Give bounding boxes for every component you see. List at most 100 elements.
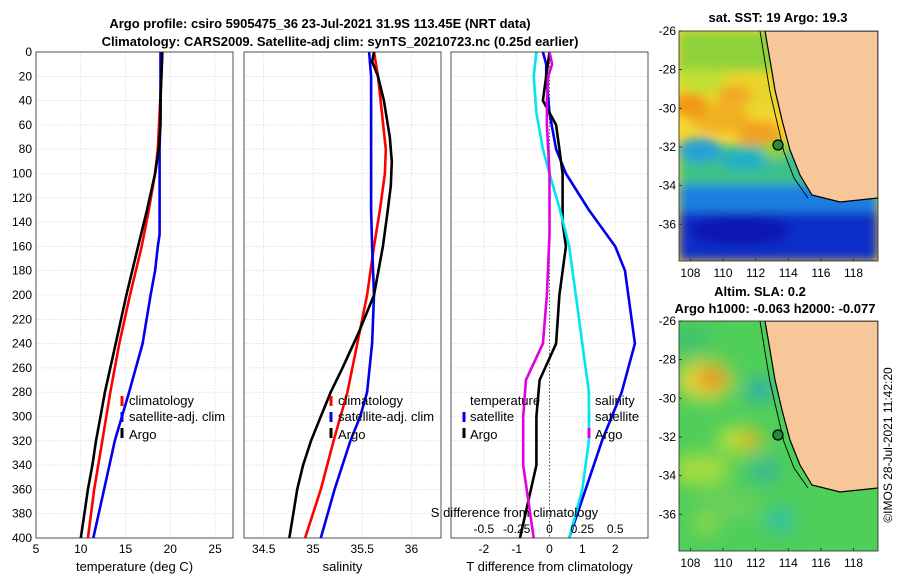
legend-satellite-label: satellite-adj. clim <box>129 409 225 424</box>
x-tick-label: 34.5 <box>252 542 276 556</box>
y-tick-label: 40 <box>19 94 33 108</box>
map-x-tick-label: 114 <box>779 556 798 570</box>
map-y-tick-label: -34 <box>659 469 677 483</box>
x-tick-label: 25 <box>208 542 222 556</box>
map-x-tick-label: 110 <box>713 556 732 570</box>
legend-salinity-heading: salinity <box>595 393 635 408</box>
salinity-legend: climatology satellite-adj. clim Argo <box>329 393 434 442</box>
watermark: ©IMOS 28-Jul-2021 11:42:20 <box>881 367 895 523</box>
map-y-tick-label: -36 <box>659 217 677 231</box>
salinity-panel: 34.5 35 35.5 36 salinity <box>243 51 442 574</box>
legend-s-argo-label: Argo <box>595 427 622 442</box>
legend-climatology-label: climatology <box>338 393 404 408</box>
x-tick-label: 35 <box>306 542 320 556</box>
top-tick-label: -0.25 <box>503 522 531 536</box>
map-x-tick-label: 114 <box>779 266 798 280</box>
series-line-t-argo <box>518 51 568 539</box>
legend-satellite-label: satellite-adj. clim <box>338 409 434 424</box>
y-tick-label: 100 <box>12 167 32 181</box>
difference-panel: -2 -1 0 1 2 T difference from climatology S di… <box>431 51 649 574</box>
y-tick-label: 140 <box>12 215 32 229</box>
map-x-tick-label: 110 <box>713 266 732 280</box>
x-tick-label: 15 <box>119 542 133 556</box>
map-y-tick-label: -36 <box>659 507 677 521</box>
sla-map-axes: 108 110 112 114 116 118 -26 -28 -30 -32 -34 -36 <box>659 314 864 570</box>
y-tick-label: 120 <box>12 191 32 205</box>
legend-argo-label: Argo <box>338 427 365 442</box>
y-tick-label: 280 <box>12 385 32 399</box>
series-line-s-argo <box>521 51 554 539</box>
top-axis-label: S difference from climatology <box>431 505 599 520</box>
temperature-legend: climatology satellite-adj. clim Argo <box>120 393 225 442</box>
x-tick-label: -1 <box>511 542 522 556</box>
legend-s-satellite-label: satellite <box>595 409 639 424</box>
y-tick-label: 80 <box>19 142 33 156</box>
map-y-tick-label: -26 <box>659 24 677 38</box>
map-y-tick-label: -32 <box>659 430 677 444</box>
argo-float-marker <box>772 139 784 151</box>
legend-temperature-heading: temperature <box>470 393 540 408</box>
top-tick-label: 0 <box>546 522 553 536</box>
x-tick-label: 0 <box>546 542 553 556</box>
map-x-tick-label: 116 <box>811 556 830 570</box>
legend-climatology-label: climatology <box>129 393 195 408</box>
sla-map-title-line2: Argo h1000: -0.063 h2000: -0.077 <box>675 301 876 316</box>
difference-legend: temperature satellite Argo salinity sate… <box>462 393 639 442</box>
map-y-tick-label: -28 <box>659 353 677 367</box>
series-line-s-satellite <box>532 51 591 539</box>
x-tick-label: 1 <box>579 542 586 556</box>
x-axis-label: salinity <box>323 559 363 574</box>
map-x-tick-label: 108 <box>680 266 700 280</box>
y-tick-label: 400 <box>12 531 32 545</box>
series-line-argo <box>288 51 394 539</box>
x-tick-label: -2 <box>478 542 489 556</box>
y-tick-label: 20 <box>19 69 33 83</box>
y-tick-label: 340 <box>12 458 32 472</box>
x-tick-label: 20 <box>164 542 178 556</box>
top-tick-label: -0.5 <box>473 522 494 536</box>
map-x-tick-label: 112 <box>746 266 765 280</box>
y-tick-label: 320 <box>12 434 32 448</box>
legend-t-argo-label: Argo <box>470 427 497 442</box>
map-y-tick-label: -28 <box>659 63 677 77</box>
y-tick-label: 380 <box>12 507 32 521</box>
land-mass <box>764 31 878 203</box>
map-x-tick-label: 112 <box>746 556 765 570</box>
argo-float-marker <box>772 429 784 441</box>
figure-title-line1: Argo profile: csiro 5905475_36 23-Jul-20… <box>109 16 530 31</box>
top-tick-label: 0.5 <box>607 522 624 536</box>
map-x-tick-label: 118 <box>844 266 863 280</box>
y-tick-label: 0 <box>25 45 32 59</box>
sla-map-title-line1: Altim. SLA: 0.2 <box>714 284 806 299</box>
map-x-tick-label: 108 <box>680 556 700 570</box>
map-y-tick-label: -34 <box>659 179 677 193</box>
y-tick-label: 260 <box>12 361 32 375</box>
x-tick-label: 36 <box>405 542 419 556</box>
legend-t-satellite-label: satellite <box>470 409 514 424</box>
sst-map-axes: 108 110 112 114 116 118 -26 -28 -30 -32 -34 -36 <box>659 24 864 280</box>
y-tick-label: 180 <box>12 264 32 278</box>
sla-map-field <box>679 321 878 551</box>
map-x-tick-label: 118 <box>844 556 863 570</box>
x-tick-label: 35.5 <box>351 542 375 556</box>
map-y-tick-label: -26 <box>659 314 677 328</box>
y-tick-label: 160 <box>12 239 32 253</box>
series-line-argo <box>79 51 164 539</box>
y-tick-label: 60 <box>19 118 33 132</box>
y-tick-label: 240 <box>12 337 32 351</box>
map-y-tick-label: -32 <box>659 140 677 154</box>
y-tick-label: 220 <box>12 312 32 326</box>
sst-map-field <box>679 31 878 261</box>
y-tick-label: 200 <box>12 288 32 302</box>
x-tick-label: 2 <box>612 542 619 556</box>
series-line-climatology <box>303 51 388 539</box>
land-mass <box>764 321 878 493</box>
map-y-tick-label: -30 <box>659 391 677 405</box>
x-tick-label: 5 <box>33 542 40 556</box>
figure-title-line2: Climatology: CARS2009. Satellite-adj cli… <box>102 34 579 49</box>
y-tick-label: 360 <box>12 482 32 496</box>
sst-map-title: sat. SST: 19 Argo: 19.3 <box>709 10 848 25</box>
y-tick-label: 300 <box>12 410 32 424</box>
x-axis-label: temperature (deg C) <box>76 559 193 574</box>
